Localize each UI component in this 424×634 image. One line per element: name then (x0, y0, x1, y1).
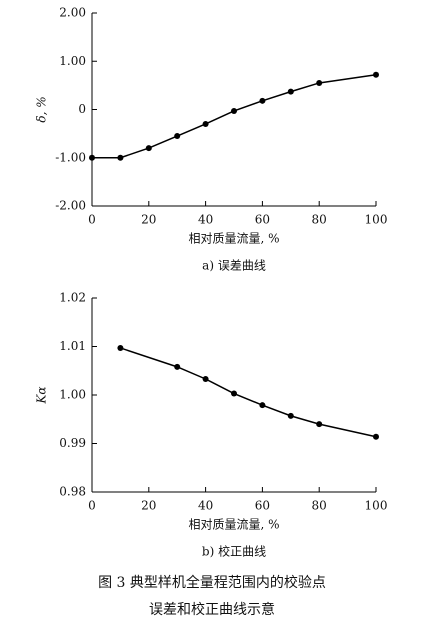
chart-caption: a) 误差曲线 (202, 259, 266, 273)
point (373, 433, 379, 440)
point (287, 412, 294, 419)
point (259, 402, 266, 409)
point (145, 145, 152, 152)
point (287, 88, 294, 95)
line (92, 74, 377, 159)
x-tick-label: 100 (365, 499, 388, 513)
y-tick-label: 0.98 (59, 485, 86, 499)
point (231, 390, 237, 397)
y-axis-label: Kα (35, 386, 49, 404)
point (231, 107, 237, 114)
y-tick-label: 1.00 (59, 54, 86, 68)
y-tick-label: -2.00 (55, 199, 86, 213)
point (316, 421, 323, 428)
y-tick-label: 1.02 (59, 291, 86, 305)
point (117, 154, 124, 161)
chart-caption: b) 校正曲线 (202, 544, 266, 559)
x-tick-label: 60 (255, 213, 270, 227)
point (373, 71, 379, 78)
x-tick-label: 20 (141, 213, 156, 227)
point (89, 154, 95, 161)
point (117, 344, 124, 351)
x-tick-label: 20 (141, 499, 156, 513)
y-tick-label: 0 (78, 102, 86, 116)
y-axis-label: δ, % (35, 96, 49, 122)
y-tick-label: 2.00 (59, 6, 86, 20)
point (259, 97, 266, 104)
point (202, 120, 209, 127)
point (316, 79, 323, 86)
x-tick-label: 80 (312, 499, 327, 513)
x-tick-label: 0 (88, 213, 96, 227)
y-tick-label: 1.01 (59, 339, 86, 353)
point (174, 133, 181, 140)
x-axis-label: 相对质量流量, % (188, 518, 279, 532)
figure-caption: 图 3 典型样机全量程范围内的校验点 (98, 574, 326, 591)
figure-caption: 误差和校正曲线示意 (149, 601, 275, 618)
point (202, 375, 209, 382)
x-tick-label: 100 (365, 213, 388, 227)
y-tick-label: -1.00 (55, 150, 86, 164)
x-axis-label: 相对质量流量, % (188, 232, 279, 246)
point (174, 363, 181, 370)
x-tick-label: 40 (198, 499, 213, 513)
y-tick-label: 0.99 (59, 436, 86, 450)
x-tick-label: 40 (198, 213, 213, 227)
x-tick-label: 60 (255, 499, 270, 513)
y-tick-label: 1.00 (59, 388, 86, 402)
x-tick-label: 0 (88, 499, 96, 513)
x-tick-label: 80 (312, 213, 327, 227)
line (120, 347, 377, 438)
